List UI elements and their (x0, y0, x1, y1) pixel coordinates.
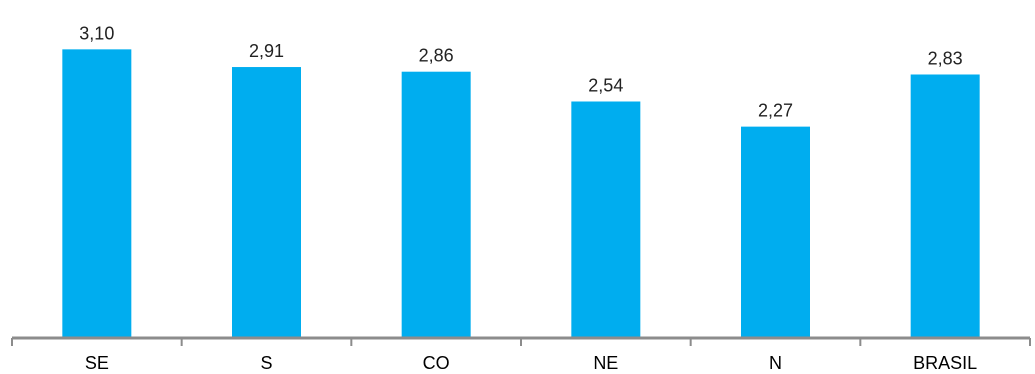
bar-s (232, 67, 301, 338)
x-axis-ticks (11, 338, 1031, 346)
bar-series (62, 49, 980, 339)
bar-ne (571, 101, 641, 339)
x-tick-label-co: CO (423, 353, 450, 373)
data-label-co: 2,86 (419, 46, 454, 66)
data-labels: 3,10 2,91 2,86 2,54 2,27 2,83 (79, 23, 962, 120)
bar-se (62, 49, 132, 339)
x-tick-label-n: N (769, 353, 782, 373)
x-axis-labels: SE S CO NE N BRASIL (85, 353, 977, 373)
x-tick-label-ne: NE (593, 353, 618, 373)
data-label-s: 2,91 (249, 41, 284, 61)
bar-brasil (910, 74, 980, 338)
x-tick-label-brasil: BRASIL (913, 353, 977, 373)
data-label-ne: 2,54 (588, 75, 623, 95)
data-label-se: 3,10 (79, 23, 114, 43)
data-label-n: 2,27 (758, 101, 793, 121)
data-label-brasil: 2,83 (928, 48, 963, 68)
bar-n (741, 126, 810, 338)
x-tick-label-se: SE (85, 353, 109, 373)
bar-co (401, 71, 471, 339)
x-tick-label-s: S (260, 353, 272, 373)
